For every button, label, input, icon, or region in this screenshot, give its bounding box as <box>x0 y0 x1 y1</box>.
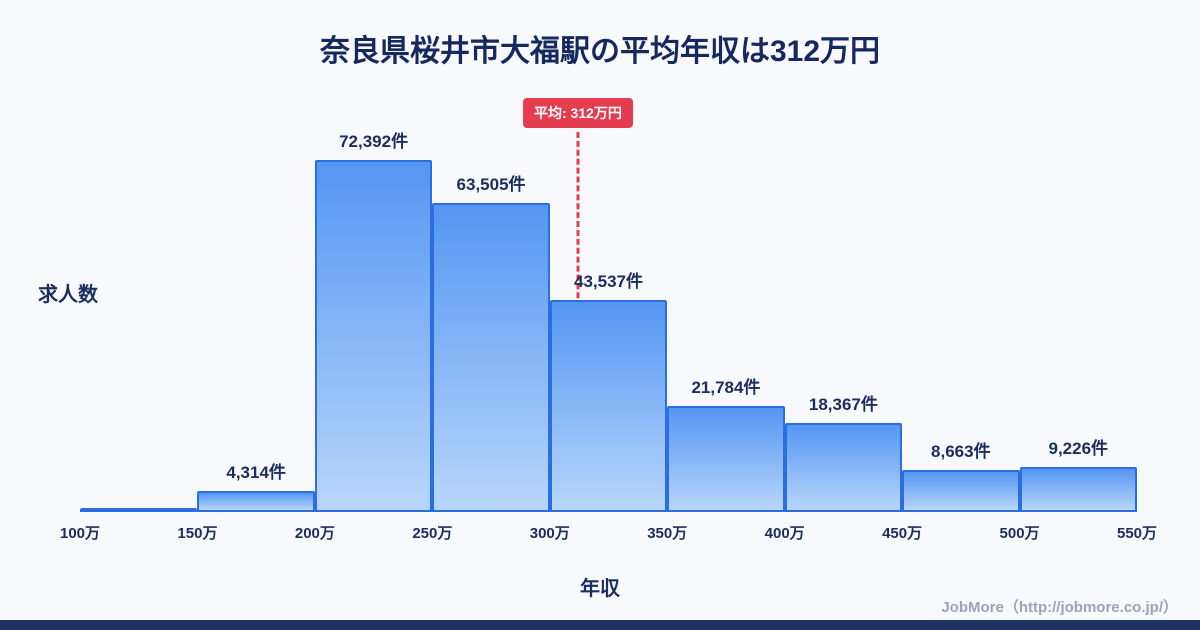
histogram-bar <box>902 470 1020 512</box>
histogram-bar <box>784 423 903 512</box>
page-title: 奈良県桜井市大福駅の平均年収は312万円 <box>319 35 881 68</box>
x-axis-label: 年収 <box>580 578 620 600</box>
x-tick-label: 400万 <box>764 525 805 542</box>
x-tick-label: 500万 <box>999 525 1040 542</box>
histogram-bar <box>1019 467 1137 512</box>
histogram-bar <box>549 300 668 512</box>
x-tick-label: 100万 <box>59 525 101 542</box>
bar-value-label: 72,392件 <box>339 132 409 151</box>
y-axis-label: 求人数 <box>38 284 98 306</box>
x-tick-label: 350万 <box>647 525 688 542</box>
x-tick-label: 250万 <box>412 525 453 542</box>
bar-value-label: 9,226件 <box>1048 439 1109 458</box>
histogram-bar <box>314 160 433 512</box>
attribution-text: JobMore（http://jobmore.co.jp/） <box>941 599 1178 616</box>
plot-area: 平均: 312万円 4,314件 72,392件 63,505件 43,537件 21,… <box>80 98 1137 512</box>
x-tick-label: 200万 <box>294 525 335 542</box>
bar-value-label: 21,784件 <box>691 378 761 397</box>
histogram-bar <box>197 491 315 512</box>
bar-value-label: 63,505件 <box>456 175 526 194</box>
histogram-bar <box>432 203 550 512</box>
bar-value-label: 8,663件 <box>931 442 991 461</box>
x-axis-ticks: 100万 150万 200万 250万 300万 350万 400万 450万 500万 550万 <box>60 522 1157 544</box>
histogram-bar <box>667 406 785 512</box>
average-badge: 平均: 312万円 <box>522 98 633 128</box>
histogram-bar <box>80 508 198 512</box>
bottom-accent-bar <box>0 620 1200 630</box>
x-tick-label: 550万 <box>1116 525 1158 542</box>
x-tick-label: 300万 <box>529 525 570 542</box>
bar-value-label: 43,537件 <box>573 272 643 291</box>
bar-value-label: 18,367件 <box>808 395 878 414</box>
x-tick-label: 450万 <box>882 525 923 542</box>
bar-value-label: 4,314件 <box>226 463 286 482</box>
x-tick-label: 150万 <box>177 525 218 542</box>
